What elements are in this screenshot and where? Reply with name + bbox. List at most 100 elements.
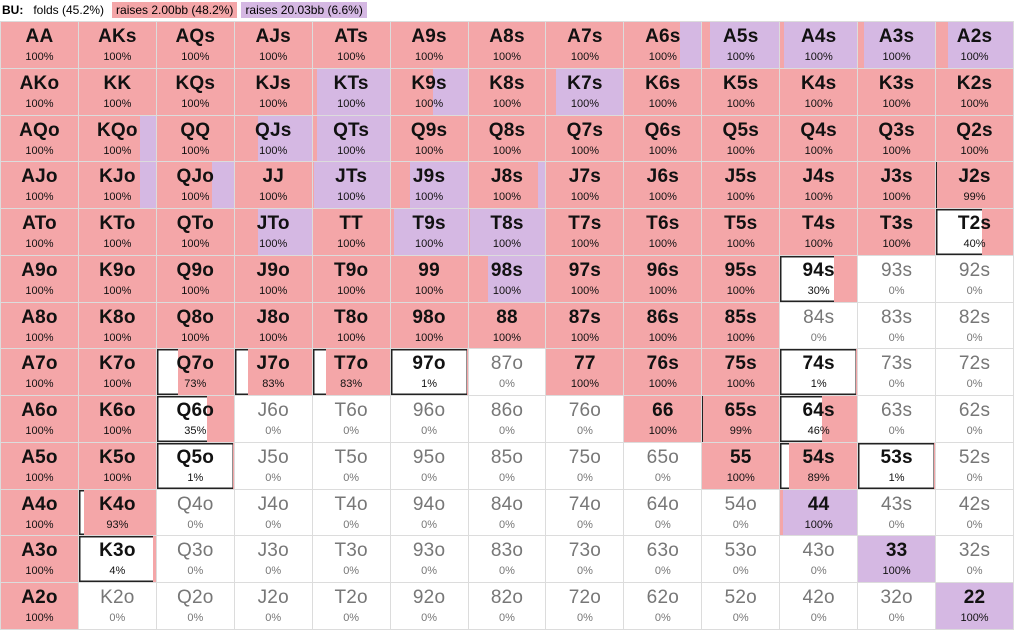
hand-cell-T8s[interactable]: T8s 100% [468, 209, 546, 255]
legend-raises-2bb[interactable]: raises 2.00bb (48.2%) [112, 2, 238, 18]
hand-cell-QJo[interactable]: QJo 100% [156, 162, 234, 209]
hand-cell-Q2s[interactable]: Q2s 100% [936, 115, 1013, 162]
hand-cell-Q3o[interactable]: Q3o 0% [156, 536, 234, 583]
hand-cell-43o[interactable]: 43o 0% [780, 536, 858, 583]
hand-cell-K8o[interactable]: K8o 100% [78, 302, 156, 349]
hand-cell-72s[interactable]: 72s 0% [936, 349, 1013, 396]
hand-cell-82s[interactable]: 82s 0% [936, 302, 1013, 349]
hand-cell-T5s[interactable]: T5s 100% [702, 209, 780, 255]
hand-cell-Q2o[interactable]: Q2o 0% [156, 583, 234, 629]
hand-cell-76o[interactable]: 76o 0% [546, 396, 624, 442]
hand-cell-K3s[interactable]: K3s 100% [858, 68, 936, 115]
hand-cell-A3o[interactable]: A3o 100% [1, 536, 78, 583]
hand-cell-J7s[interactable]: J7s 100% [546, 162, 624, 209]
hand-cell-T4s[interactable]: T4s 100% [780, 209, 858, 255]
hand-cell-KJs[interactable]: KJs 100% [234, 68, 312, 115]
hand-cell-K4s[interactable]: K4s 100% [780, 68, 858, 115]
hand-cell-73s[interactable]: 73s 0% [858, 349, 936, 396]
hand-cell-AQo[interactable]: AQo 100% [1, 115, 78, 162]
hand-cell-Q9o[interactable]: Q9o 100% [156, 255, 234, 302]
hand-cell-T2o[interactable]: T2o 0% [312, 583, 390, 629]
hand-cell-T7s[interactable]: T7s 100% [546, 209, 624, 255]
hand-cell-33[interactable]: 33 100% [858, 536, 936, 583]
hand-cell-A4o[interactable]: A4o 100% [1, 489, 78, 536]
hand-cell-J2s[interactable]: J2s 99% [936, 162, 1013, 209]
hand-cell-66[interactable]: 66 100% [624, 396, 702, 442]
hand-cell-J3s[interactable]: J3s 100% [858, 162, 936, 209]
hand-cell-75s[interactable]: 75s 100% [702, 349, 780, 396]
hand-cell-AKs[interactable]: AKs 100% [78, 22, 156, 68]
hand-cell-K7o[interactable]: K7o 100% [78, 349, 156, 396]
hand-cell-QTo[interactable]: QTo 100% [156, 209, 234, 255]
hand-cell-85o[interactable]: 85o 0% [468, 442, 546, 489]
hand-cell-K7s[interactable]: K7s 100% [546, 68, 624, 115]
hand-cell-98o[interactable]: 98o 100% [390, 302, 468, 349]
hand-cell-94s[interactable]: 94s 30% [780, 255, 858, 302]
hand-cell-K6s[interactable]: K6s 100% [624, 68, 702, 115]
hand-cell-JJ[interactable]: JJ 100% [234, 162, 312, 209]
hand-cell-42o[interactable]: 42o 0% [780, 583, 858, 629]
hand-cell-K5o[interactable]: K5o 100% [78, 442, 156, 489]
hand-cell-98s[interactable]: 98s 100% [468, 255, 546, 302]
hand-cell-AQs[interactable]: AQs 100% [156, 22, 234, 68]
hand-cell-KQs[interactable]: KQs 100% [156, 68, 234, 115]
hand-cell-A2s[interactable]: A2s 100% [936, 22, 1013, 68]
hand-cell-52s[interactable]: 52s 0% [936, 442, 1013, 489]
hand-cell-86o[interactable]: 86o 0% [468, 396, 546, 442]
hand-cell-43s[interactable]: 43s 0% [858, 489, 936, 536]
hand-cell-A9s[interactable]: A9s 100% [390, 22, 468, 68]
hand-cell-J6s[interactable]: J6s 100% [624, 162, 702, 209]
hand-cell-84s[interactable]: 84s 0% [780, 302, 858, 349]
hand-cell-J3o[interactable]: J3o 0% [234, 536, 312, 583]
hand-cell-92o[interactable]: 92o 0% [390, 583, 468, 629]
hand-cell-55[interactable]: 55 100% [702, 442, 780, 489]
hand-cell-T4o[interactable]: T4o 0% [312, 489, 390, 536]
hand-cell-Q7o[interactable]: Q7o 73% [156, 349, 234, 396]
hand-cell-KTs[interactable]: KTs 100% [312, 68, 390, 115]
hand-cell-22[interactable]: 22 100% [936, 583, 1013, 629]
hand-cell-K4o[interactable]: K4o 93% [78, 489, 156, 536]
hand-cell-QJs[interactable]: QJs 100% [234, 115, 312, 162]
hand-cell-62o[interactable]: 62o 0% [624, 583, 702, 629]
hand-cell-Q4o[interactable]: Q4o 0% [156, 489, 234, 536]
hand-cell-74s[interactable]: 74s 1% [780, 349, 858, 396]
hand-cell-64s[interactable]: 64s 46% [780, 396, 858, 442]
hand-cell-ATo[interactable]: ATo 100% [1, 209, 78, 255]
hand-cell-Q8o[interactable]: Q8o 100% [156, 302, 234, 349]
hand-cell-A7s[interactable]: A7s 100% [546, 22, 624, 68]
hand-cell-A5o[interactable]: A5o 100% [1, 442, 78, 489]
hand-cell-85s[interactable]: 85s 100% [702, 302, 780, 349]
hand-cell-A7o[interactable]: A7o 100% [1, 349, 78, 396]
hand-cell-A4s[interactable]: A4s 100% [780, 22, 858, 68]
hand-cell-94o[interactable]: 94o 0% [390, 489, 468, 536]
hand-cell-A8o[interactable]: A8o 100% [1, 302, 78, 349]
hand-cell-62s[interactable]: 62s 0% [936, 396, 1013, 442]
hand-cell-T7o[interactable]: T7o 83% [312, 349, 390, 396]
legend-folds[interactable]: folds (45.2%) [29, 2, 109, 18]
hand-cell-K5s[interactable]: K5s 100% [702, 68, 780, 115]
hand-cell-KQo[interactable]: KQo 100% [78, 115, 156, 162]
hand-cell-T3s[interactable]: T3s 100% [858, 209, 936, 255]
hand-cell-42s[interactable]: 42s 0% [936, 489, 1013, 536]
hand-cell-A9o[interactable]: A9o 100% [1, 255, 78, 302]
hand-cell-K2o[interactable]: K2o 0% [78, 583, 156, 629]
hand-cell-83s[interactable]: 83s 0% [858, 302, 936, 349]
hand-cell-76s[interactable]: 76s 100% [624, 349, 702, 396]
hand-cell-K9o[interactable]: K9o 100% [78, 255, 156, 302]
hand-cell-A3s[interactable]: A3s 100% [858, 22, 936, 68]
hand-cell-93o[interactable]: 93o 0% [390, 536, 468, 583]
hand-cell-87s[interactable]: 87s 100% [546, 302, 624, 349]
hand-cell-73o[interactable]: 73o 0% [546, 536, 624, 583]
hand-cell-Q8s[interactable]: Q8s 100% [468, 115, 546, 162]
hand-cell-J6o[interactable]: J6o 0% [234, 396, 312, 442]
hand-cell-ATs[interactable]: ATs 100% [312, 22, 390, 68]
hand-cell-J5o[interactable]: J5o 0% [234, 442, 312, 489]
hand-cell-97o[interactable]: 97o 1% [390, 349, 468, 396]
hand-cell-J5s[interactable]: J5s 100% [702, 162, 780, 209]
hand-cell-Q4s[interactable]: Q4s 100% [780, 115, 858, 162]
hand-cell-J9o[interactable]: J9o 100% [234, 255, 312, 302]
hand-cell-T9o[interactable]: T9o 100% [312, 255, 390, 302]
hand-cell-T8o[interactable]: T8o 100% [312, 302, 390, 349]
hand-cell-54o[interactable]: 54o 0% [702, 489, 780, 536]
hand-cell-T6o[interactable]: T6o 0% [312, 396, 390, 442]
